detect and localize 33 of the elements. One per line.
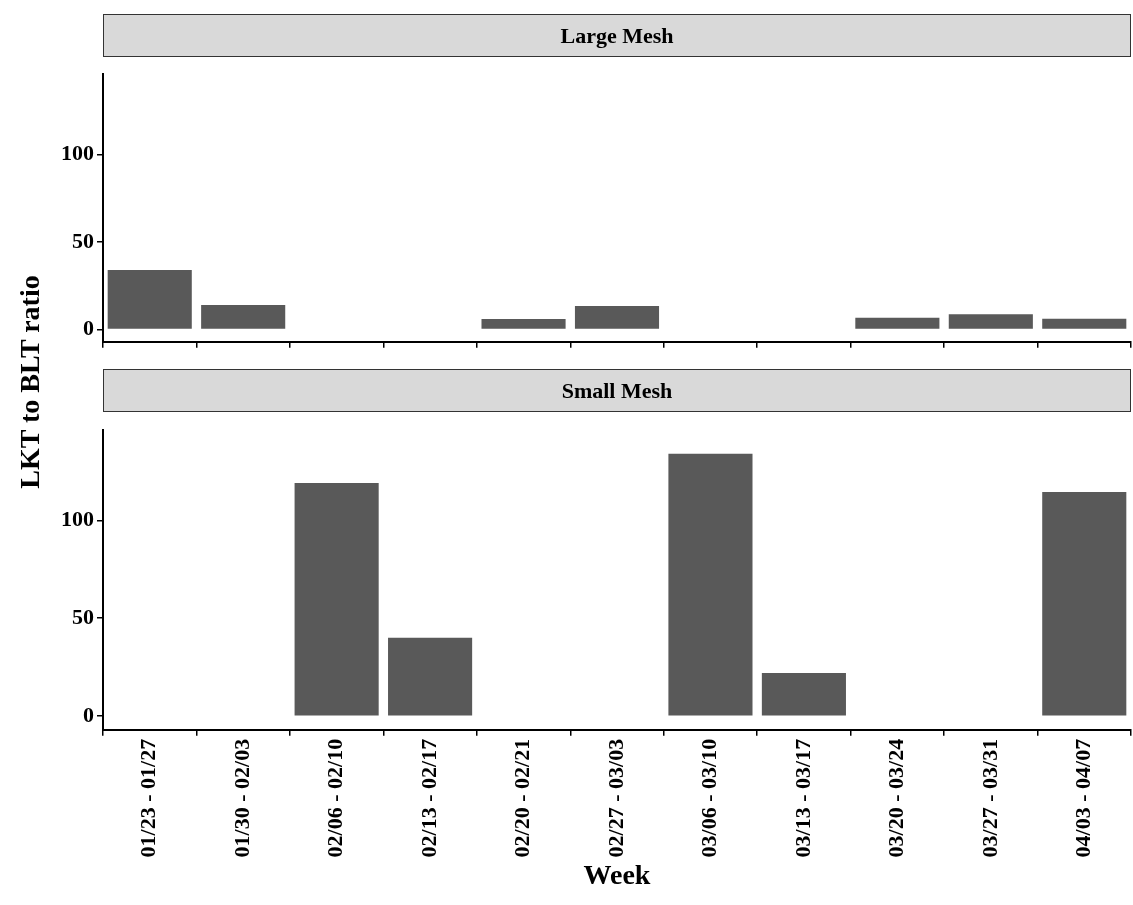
y-tick-label: 100: [61, 505, 94, 531]
bar: [574, 305, 660, 329]
chart-title: Large Mesh: [103, 14, 1131, 57]
x-tick-label: 02/06 - 02/10: [322, 738, 348, 858]
bar: [481, 319, 566, 329]
x-tick-label: 01/30 - 02/03: [228, 738, 254, 858]
x-axis-title: Week: [583, 859, 651, 891]
y-axis-title: LKT to BLT ratio: [14, 274, 46, 491]
bar: [1042, 491, 1127, 716]
bar: [948, 314, 1033, 329]
chart-title: Small Mesh: [103, 369, 1131, 412]
x-tick-label: 03/27 - 03/31: [976, 738, 1002, 858]
y-tick-label: 0: [83, 315, 94, 341]
bar: [201, 305, 286, 329]
x-tick-label: 02/13 - 02/17: [415, 738, 441, 858]
y-tick-label: 100: [61, 140, 94, 166]
y-tick-label: 50: [72, 227, 94, 253]
bar: [761, 673, 846, 716]
bar: [668, 453, 753, 716]
x-tick-label: 04/03 - 04/07: [1069, 738, 1095, 858]
x-tick-label: 03/06 - 03/10: [696, 738, 722, 858]
x-tick-label: 03/13 - 03/17: [789, 738, 815, 858]
bar: [1042, 318, 1127, 329]
x-tick-label: 02/27 - 03/03: [602, 738, 628, 858]
y-tick-label: 0: [83, 701, 94, 727]
bar: [855, 317, 940, 329]
bar: [294, 483, 379, 716]
x-tick-label: 02/20 - 02/21: [509, 738, 535, 858]
x-tick-label: 01/23 - 01/27: [135, 738, 161, 858]
x-tick-label: 03/20 - 03/24: [883, 738, 909, 858]
bar: [388, 637, 473, 716]
y-tick-label: 50: [72, 603, 94, 629]
bar: [107, 270, 192, 329]
